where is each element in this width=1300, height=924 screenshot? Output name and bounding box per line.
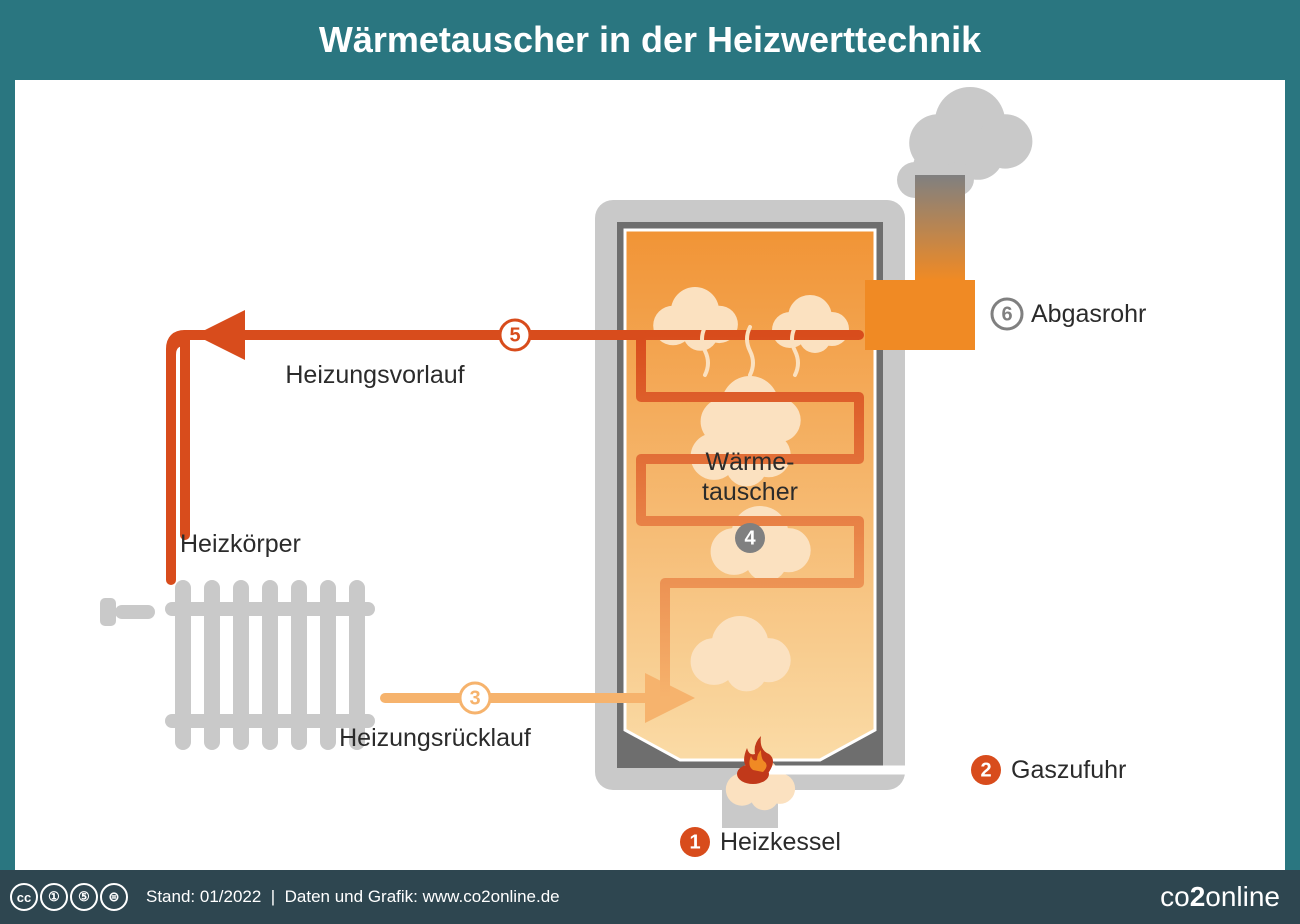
- footer-credit: Daten und Grafik: www.co2online.de: [285, 887, 560, 906]
- footer: cc ① ⑤ ⊜ Stand: 01/2022 | Daten und Graf…: [0, 870, 1300, 924]
- diagram-canvas: 1 Heizkessel 2 Gaszufuhr 3 Heizungsrücklauf 4 W…: [15, 80, 1285, 870]
- header: Wärmetauscher in der Heizwerttechnik: [0, 0, 1300, 80]
- svg-text:Heizkörper: Heizkörper: [180, 530, 301, 558]
- by-icon: ①: [40, 883, 68, 911]
- svg-text:tauscher: tauscher: [702, 478, 798, 506]
- cc-license-icons: cc ① ⑤ ⊜: [10, 883, 128, 911]
- svg-text:5: 5: [509, 324, 520, 346]
- svg-text:2: 2: [980, 759, 991, 781]
- cc-icon: cc: [10, 883, 38, 911]
- footer-date: Stand: 01/2022: [146, 887, 261, 906]
- radiator-icon: [100, 580, 375, 750]
- svg-text:1: 1: [689, 831, 700, 853]
- svg-text:Heizungsvorlauf: Heizungsvorlauf: [285, 361, 464, 389]
- svg-text:Heizkessel: Heizkessel: [720, 828, 841, 856]
- page-title: Wärmetauscher in der Heizwerttechnik: [319, 19, 981, 61]
- nc-icon: ⑤: [70, 883, 98, 911]
- svg-text:Gaszufuhr: Gaszufuhr: [1011, 756, 1126, 784]
- svg-text:3: 3: [469, 687, 480, 709]
- svg-text:Heizungsrücklauf: Heizungsrücklauf: [339, 724, 531, 752]
- nd-icon: ⊜: [100, 883, 128, 911]
- svg-text:Wärme-: Wärme-: [706, 448, 795, 476]
- infographic-frame: Wärmetauscher in der Heizwerttechnik 1 He…: [0, 0, 1300, 924]
- svg-text:4: 4: [744, 527, 756, 549]
- svg-text:Abgasrohr: Abgasrohr: [1031, 300, 1146, 328]
- svg-text:6: 6: [1001, 303, 1012, 325]
- footer-meta: Stand: 01/2022 | Daten und Grafik: www.c…: [146, 887, 560, 907]
- brand-logo: co2online: [1160, 881, 1280, 913]
